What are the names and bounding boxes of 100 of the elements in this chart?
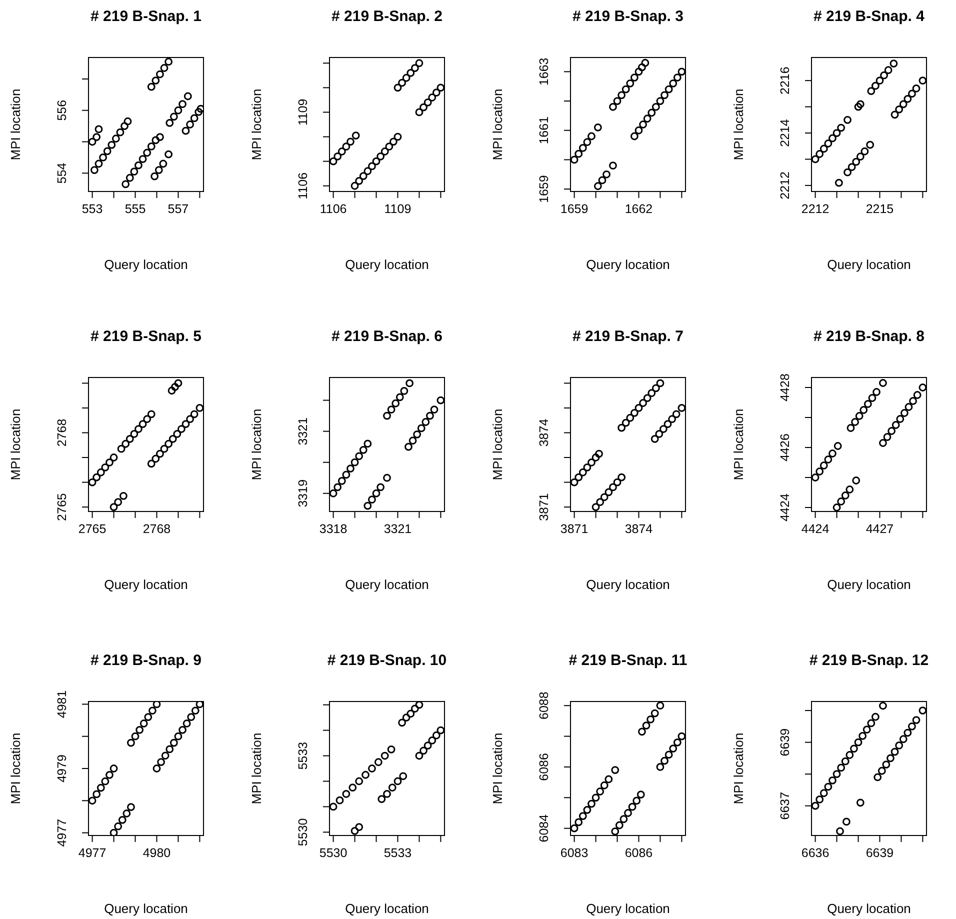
point <box>118 816 126 824</box>
point <box>400 387 408 395</box>
point <box>106 770 114 779</box>
y-tick-label: 6088 <box>537 692 551 720</box>
point <box>152 454 160 463</box>
point <box>436 84 445 92</box>
point <box>858 732 867 740</box>
point <box>96 784 105 792</box>
point <box>130 168 138 176</box>
point <box>912 84 920 92</box>
point <box>634 126 643 134</box>
point <box>436 396 445 404</box>
point <box>342 470 350 479</box>
point <box>160 64 168 72</box>
point <box>602 170 610 178</box>
point <box>103 147 112 156</box>
point <box>856 152 864 161</box>
point <box>156 133 164 142</box>
point <box>816 796 824 804</box>
point <box>134 425 142 433</box>
point <box>900 409 908 417</box>
point <box>110 454 118 462</box>
point <box>866 140 874 149</box>
point <box>147 82 156 91</box>
point <box>816 468 824 476</box>
point <box>871 82 880 90</box>
point <box>879 702 887 710</box>
y-axis-title: MPI location <box>731 88 746 160</box>
point <box>428 736 436 744</box>
point <box>811 155 820 164</box>
point <box>678 68 686 76</box>
x-axis-title: Query location <box>104 901 188 916</box>
point <box>138 155 147 163</box>
point <box>148 706 156 715</box>
point <box>348 784 357 792</box>
point <box>101 777 110 786</box>
point <box>152 701 161 708</box>
point <box>879 379 887 387</box>
y-tick-label: 4426 <box>778 434 792 462</box>
chart-title: # 219 B-Snap. 4 <box>812 8 926 25</box>
point <box>112 134 120 143</box>
point <box>613 97 622 105</box>
point <box>182 420 190 428</box>
point <box>908 90 916 98</box>
point <box>588 458 596 466</box>
chart-title: # 219 B-Snap. 12 <box>808 652 930 669</box>
point <box>876 76 884 85</box>
point <box>160 444 168 453</box>
point <box>620 815 628 824</box>
point <box>650 709 659 718</box>
point <box>611 766 620 774</box>
point <box>669 744 678 753</box>
point <box>417 424 426 432</box>
point <box>355 823 364 832</box>
point <box>811 802 820 810</box>
point <box>387 745 396 754</box>
point <box>848 163 856 172</box>
point <box>159 160 168 168</box>
y-tick-label: 6637 <box>778 792 792 820</box>
point <box>672 410 680 418</box>
point <box>655 430 664 438</box>
chart-title: # 219 B-Snap. 7 <box>572 328 684 345</box>
point <box>604 488 613 496</box>
point <box>422 418 430 426</box>
point <box>415 752 424 760</box>
point <box>196 701 204 708</box>
point <box>844 168 852 176</box>
point <box>868 394 876 402</box>
point <box>660 91 668 100</box>
point <box>402 74 410 82</box>
y-tick-label: 2216 <box>778 66 792 94</box>
y-tick-label: 2214 <box>778 119 792 147</box>
point <box>424 742 432 750</box>
point <box>110 764 118 772</box>
point <box>108 140 116 149</box>
x-axis-title: Query location <box>345 901 429 916</box>
point <box>904 94 912 103</box>
point <box>592 503 600 511</box>
point <box>638 63 646 72</box>
point <box>378 795 386 804</box>
point <box>415 701 424 709</box>
point <box>652 384 660 392</box>
y-tick-label: 6639 <box>778 728 792 756</box>
point <box>862 726 871 734</box>
y-axis-title: MPI location <box>731 732 746 804</box>
point <box>96 468 105 476</box>
point <box>424 98 432 106</box>
point <box>618 473 626 482</box>
point <box>895 742 904 750</box>
point <box>364 502 372 510</box>
point <box>342 142 350 151</box>
point <box>592 794 600 802</box>
chart-title: # 219 B-Snap. 11 <box>568 652 688 669</box>
y-tick-label: 2768 <box>55 418 69 447</box>
point <box>638 728 646 736</box>
point <box>338 148 346 156</box>
point <box>124 117 132 126</box>
point <box>648 108 656 117</box>
point <box>632 796 641 805</box>
point <box>399 772 408 780</box>
